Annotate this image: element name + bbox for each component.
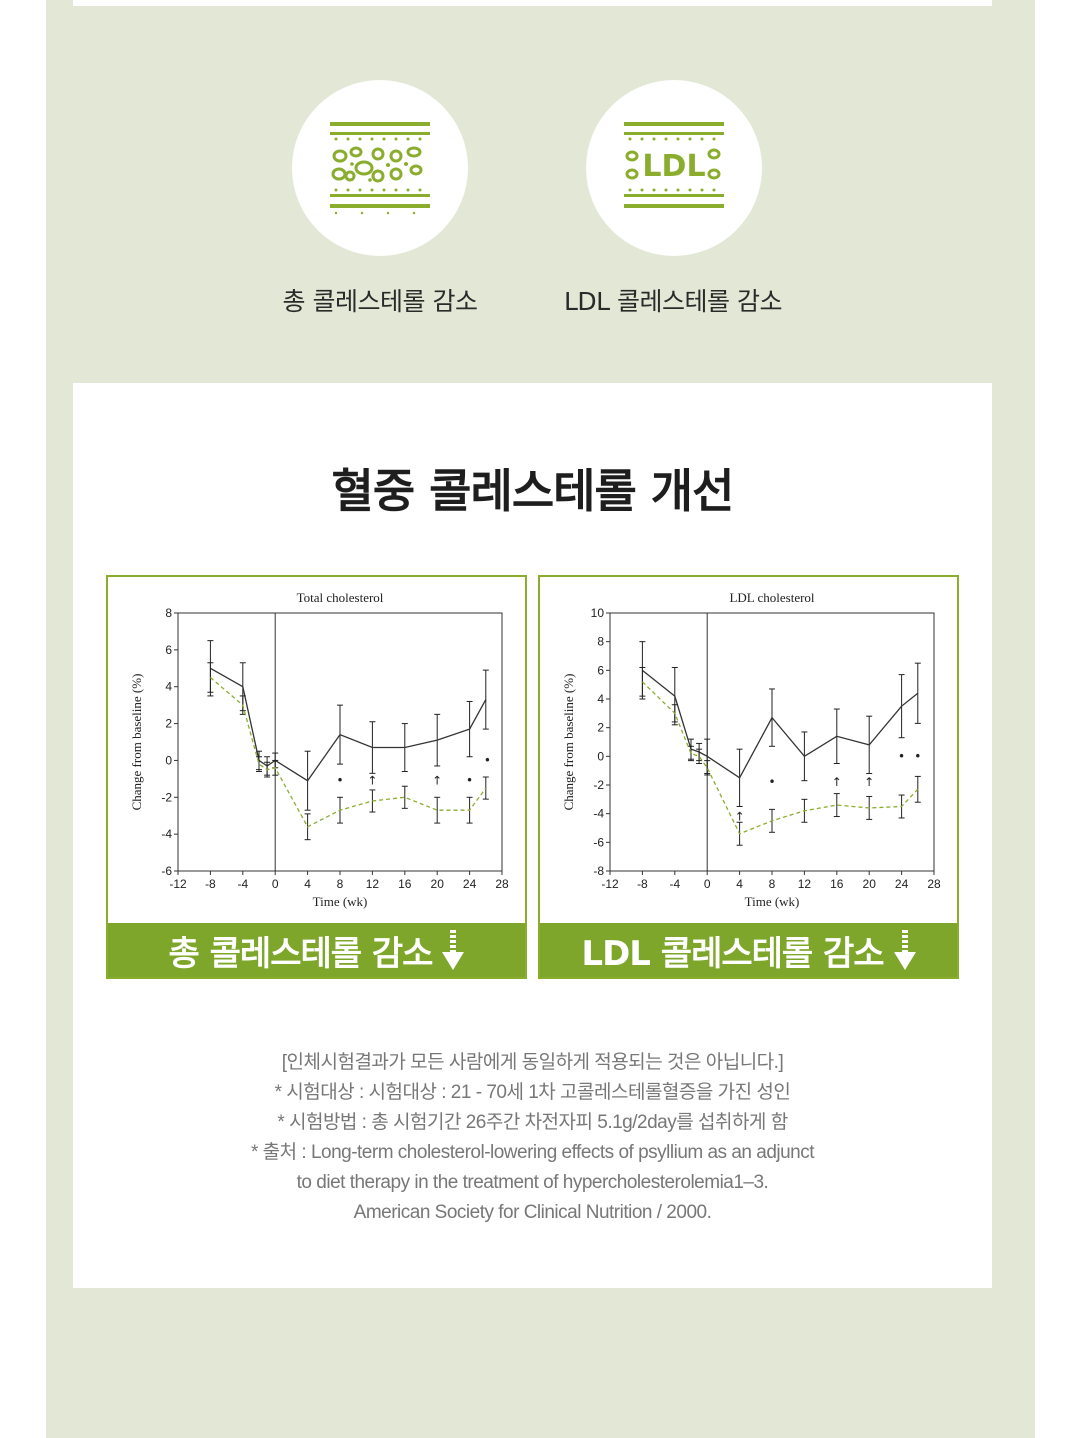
x-tick-label: -8: [637, 877, 648, 891]
x-tick-label: 4: [304, 877, 311, 891]
x-tick-label: 0: [704, 877, 711, 891]
x-tick-label: 4: [736, 877, 743, 891]
x-tick-label: 20: [863, 877, 877, 891]
note-line: * 시험대상 : 시험대상 : 21 - 70세 1차 고콜레스테롤혈증을 가진…: [274, 1082, 791, 1103]
ldl-vessel-icon: LDL: [624, 122, 724, 208]
treatment-series-line: [209, 677, 487, 828]
x-tick-label: -4: [237, 877, 248, 891]
significance-marker: ↑: [832, 775, 842, 789]
x-tick-label: 20: [431, 877, 445, 891]
x-tick-label: 28: [927, 877, 941, 891]
x-axis-label: Time (wk): [745, 894, 800, 909]
significance-marker: •: [768, 775, 775, 789]
note-line: to diet therapy in the treatment of hype…: [296, 1172, 769, 1193]
y-axis-label: Change from baseline (%): [129, 674, 144, 811]
y-tick-label: 0: [165, 753, 172, 767]
y-tick-label: -8: [593, 864, 604, 878]
y-tick-label: 0: [597, 749, 604, 763]
x-tick-label: -12: [601, 877, 619, 891]
chart-title: LDL cholesterol: [729, 590, 814, 605]
study-notes: [인체시험결과가 모든 사람에게 동일하게 적용되는 것은 아닙니다.] * 시…: [73, 1048, 992, 1228]
x-tick-label: -8: [205, 877, 216, 891]
ldl-badge-text: LDL: [642, 149, 705, 184]
y-tick-label: 4: [165, 680, 172, 694]
total-cholesterol-banner-text: 총 콜레스테롤 감소: [168, 933, 434, 974]
significance-marker: •: [466, 774, 473, 788]
x-tick-label: 16: [830, 877, 844, 891]
x-tick-label: 12: [798, 877, 812, 891]
y-tick-label: -6: [593, 835, 604, 849]
total-cholesterol-banner: 총 콜레스테롤 감소: [108, 923, 525, 977]
blood-vessel-icon: [330, 122, 430, 215]
significance-marker: •: [914, 749, 921, 763]
y-tick-label: 10: [591, 606, 605, 620]
x-axis-label: Time (wk): [313, 894, 368, 909]
note-line: American Society for Clinical Nutrition …: [353, 1202, 712, 1223]
total-cholesterol-chart: Total cholesterol -12 -8 -4 0 4 8 12 16 20 24 28 -6-…: [106, 575, 527, 979]
total-cholesterol-plot: Total cholesterol-12 -8 -4 0 4 8 12 16 20 24 28-6-…: [129, 590, 509, 909]
x-tick-label: 16: [398, 877, 412, 891]
y-tick-label: 2: [597, 721, 604, 735]
total-cholesterol-icon-circle: [292, 80, 468, 256]
note-line: [인체시험결과가 모든 사람에게 동일하게 적용되는 것은 아닙니다.]: [281, 1052, 784, 1073]
total-cholesterol-label: 총 콜레스테롤 감소: [282, 287, 478, 316]
significance-marker: ↑: [432, 774, 442, 788]
x-tick-label: 8: [769, 877, 776, 891]
ldl-cholesterol-banner-text: LDL 콜레스테롤 감소: [581, 933, 884, 974]
ldl-cholesterol-banner: LDL 콜레스테롤 감소: [540, 923, 957, 977]
top-card-edge: [73, 0, 992, 6]
down-arrow-icon: [442, 930, 465, 970]
ldl-cholesterol-plot: LDL cholesterol-12 -8 -4 0 4 8 12 16 20 24 28-8-6-…: [561, 590, 941, 909]
note-line: * 출처 : Long-term cholesterol-lowering ef…: [250, 1142, 815, 1163]
note-line: * 시험방법 : 총 시험기간 26주간 차전자피 5.1g/2day를 섭취하…: [277, 1112, 788, 1133]
significance-marker: ↑: [735, 810, 745, 824]
x-tick-label: -4: [669, 877, 680, 891]
significance-marker: ↑: [864, 775, 874, 789]
x-tick-label: -12: [169, 877, 187, 891]
y-tick-label: -2: [593, 778, 604, 792]
down-arrow-icon: [893, 930, 916, 970]
y-tick-label: 6: [165, 643, 172, 657]
chart-title: Total cholesterol: [297, 590, 384, 605]
ldl-cholesterol-icon-circle: LDL: [586, 80, 762, 256]
control-series-line: [210, 667, 487, 782]
y-tick-label: -4: [161, 827, 172, 841]
y-tick-label: 8: [165, 606, 172, 620]
y-tick-label: -4: [593, 807, 604, 821]
significance-marker: ↑: [367, 774, 377, 788]
significance-marker: •: [898, 749, 905, 763]
significance-marker: •: [484, 753, 491, 767]
x-tick-label: 0: [272, 877, 279, 891]
x-tick-label: 28: [495, 877, 509, 891]
y-tick-label: -2: [161, 790, 172, 804]
y-tick-label: 2: [165, 717, 172, 731]
x-tick-label: 24: [895, 877, 909, 891]
y-tick-label: 6: [597, 663, 604, 677]
ldl-cholesterol-label: LDL 콜레스테롤 감소: [563, 287, 783, 316]
y-tick-label: 8: [597, 635, 604, 649]
y-axis-label: Change from baseline (%): [561, 674, 576, 811]
y-tick-label: -6: [161, 864, 172, 878]
y-tick-label: 4: [597, 692, 604, 706]
ldl-cholesterol-chart: LDL cholesterol -12 -8 -4 0 4 8 12 16 20 24 28 -8 -6-…: [538, 575, 959, 979]
x-tick-label: 8: [337, 877, 344, 891]
x-tick-label: 12: [366, 877, 380, 891]
treatment-series-line: [641, 681, 919, 835]
section-title: 혈중 콜레스테롤 개선: [331, 464, 735, 518]
control-series-line: [641, 669, 919, 779]
significance-marker: •: [336, 774, 343, 788]
x-tick-label: 24: [463, 877, 477, 891]
